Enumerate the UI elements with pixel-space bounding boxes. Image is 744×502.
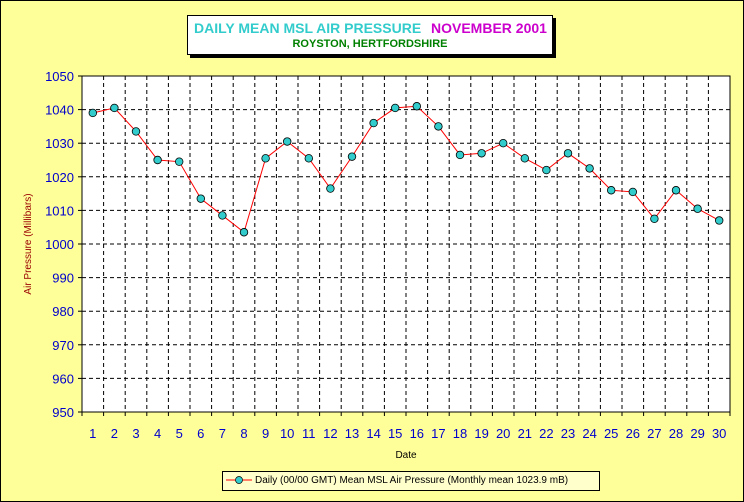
data-point [391,103,400,113]
x-tick-label: 1 [89,426,96,441]
x-tick-label: 19 [474,426,488,441]
plot-border [81,75,731,413]
y-tick-label: 1040 [45,103,74,118]
data-point [520,154,529,163]
x-tick-label: 6 [197,426,204,441]
x-tick-label: 12 [323,426,337,441]
y-tick-label: 950 [52,405,74,420]
x-tick-label: 20 [496,426,510,441]
x-tick-label: 2 [111,426,118,441]
x-tick-label: 23 [561,426,575,441]
data-point [304,154,313,163]
x-tick-label: 7 [219,426,226,441]
x-tick-label: 5 [176,426,183,441]
data-point [174,157,184,166]
data-point [455,150,465,160]
data-point [347,152,357,161]
y-axis-label: Air Pressure (Millibars) [23,193,34,294]
data-point [542,165,551,175]
legend-label: Daily (00/00 GMT) Mean MSL Air Pressure … [255,475,569,486]
x-tick-label: 27 [647,426,661,441]
x-axis-label: Date [395,450,417,461]
chart-month: NOVEMBER 2001 [431,20,547,36]
data-point [650,214,659,223]
data-point [218,211,227,220]
data-point [628,187,637,197]
data-point [283,137,292,146]
x-tick-label: 30 [712,426,726,441]
legend-swatch [226,476,252,484]
x-tick-label: 16 [410,426,424,441]
y-tick-label: 960 [52,371,74,386]
x-tick-label: 28 [669,426,683,441]
x-tick-label: 11 [302,426,316,441]
chart-title: DAILY MEAN MSL AIR PRESSURE [194,20,422,36]
y-tick-label: 1020 [45,170,74,185]
data-point [585,164,594,173]
x-tick-label: 14 [366,426,380,441]
y-tick-label: 980 [52,304,74,319]
x-tick-label: 21 [518,426,532,441]
chart-title-box: DAILY MEAN MSL AIR PRESSURE NOVEMBER 200… [187,15,553,55]
x-tick-label: 24 [582,426,596,441]
x-tick-label: 25 [604,426,618,441]
x-tick-label: 22 [539,426,553,441]
x-tick-label: 4 [154,426,161,441]
x-tick-label: 8 [240,426,247,441]
data-point [88,108,97,118]
data-point [671,186,681,195]
x-tick-label: 17 [431,426,445,441]
x-tick-label: 29 [690,426,704,441]
data-point [239,228,249,237]
data-point [563,149,573,158]
y-tick-label: 1030 [45,136,74,151]
chart-location: ROYSTON, HERTFORDSHIRE [292,38,448,50]
data-point [153,155,162,165]
y-tick-label: 990 [52,271,74,286]
data-point [693,204,702,213]
data-point [326,184,335,193]
data-point [477,149,486,158]
y-tick-label: 1010 [45,203,74,218]
x-tick-label: 9 [262,426,269,441]
data-point [196,194,205,203]
x-tick-label: 13 [345,426,359,441]
data-point [499,138,508,148]
data-point [434,122,443,131]
x-tick-label: 15 [388,426,402,441]
data-point [715,216,724,225]
x-tick-label: 26 [626,426,640,441]
y-tick-label: 1000 [45,237,74,252]
data-point [131,127,141,136]
x-tick-label: 10 [280,426,294,441]
legend: Daily (00/00 GMT) Mean MSL Air Pressure … [222,471,600,491]
x-tick-label: 18 [453,426,467,441]
data-point [261,154,270,163]
x-tick-label: 3 [132,426,139,441]
data-point [607,186,616,195]
data-point [369,118,378,128]
y-tick-label: 1050 [45,69,74,84]
data-point [110,103,119,113]
y-tick-label: 970 [52,338,74,353]
data-point [412,102,421,111]
